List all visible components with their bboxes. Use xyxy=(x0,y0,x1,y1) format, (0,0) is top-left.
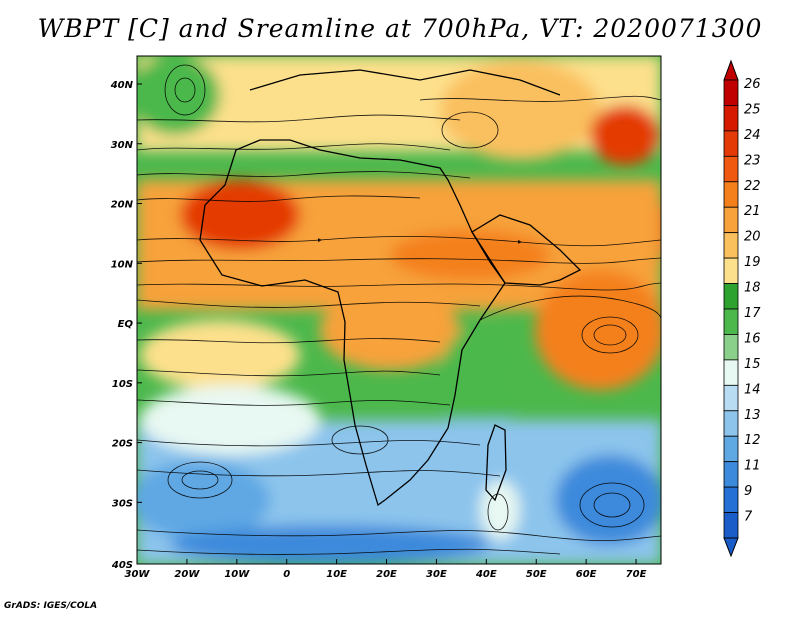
lon-tick-label: 10E xyxy=(326,569,347,580)
colorbar-swatch xyxy=(723,130,739,157)
grads-credit: GrADS: IGES/COLA xyxy=(4,601,98,611)
madagascar-coastline xyxy=(485,424,507,502)
lon-tick-label: 30W xyxy=(125,569,151,580)
lon-tick-label: 10W xyxy=(224,569,250,580)
colorbar-label: 16 xyxy=(744,331,761,346)
map-title: WBPT [C] and Sreamline at 700hPa, VT: 20… xyxy=(37,14,763,43)
colorbar-swatch xyxy=(723,384,739,412)
colorbar-label: 26 xyxy=(744,77,761,92)
temperature-field xyxy=(137,56,661,564)
colorbar-swatch xyxy=(723,486,739,513)
lon-tick-label: 60E xyxy=(576,569,597,580)
region-east-africa-orange xyxy=(390,230,550,280)
colorbar-label: 20 xyxy=(744,230,761,245)
colorbar-label: 18 xyxy=(744,281,761,296)
colorbar-swatch xyxy=(723,105,739,132)
region-west-africa-red xyxy=(180,180,300,250)
europe-coastline xyxy=(249,69,561,96)
region-indian-ocean-orange xyxy=(535,270,661,390)
lon-tick-label: 20W xyxy=(174,569,200,580)
lon-tick-label: 30E xyxy=(426,569,447,580)
lat-tick-label: 40S xyxy=(111,560,133,571)
colorbar-swatch xyxy=(723,308,739,335)
region-south-atlantic-yellow xyxy=(140,320,300,390)
region-middle-east-orange xyxy=(440,60,600,160)
colorbar-swatch xyxy=(723,79,739,106)
region-south-atlantic-pale xyxy=(140,385,320,455)
lat-tick-label: 30S xyxy=(112,498,133,509)
plot-frame xyxy=(136,55,662,565)
colorbar-label: 7 xyxy=(744,510,753,525)
colorbar-swatch xyxy=(723,512,739,539)
africa-coastline xyxy=(199,139,506,507)
lon-tick-label: 50E xyxy=(526,569,547,580)
colorbar-label: 11 xyxy=(744,459,761,474)
colorbar-label: 15 xyxy=(744,357,761,372)
colorbar-top-arrow xyxy=(723,59,739,81)
region-east-coast-green xyxy=(440,325,520,435)
lon-tick-label: 0 xyxy=(283,569,290,580)
lat-tick-label: EQ xyxy=(118,319,134,330)
colorbar-swatch xyxy=(723,257,739,284)
lat-tick-label: 10S xyxy=(112,379,133,390)
lon-tick-label: 40E xyxy=(475,569,497,580)
colorbar-swatch xyxy=(723,155,739,183)
colorbar-label: 23 xyxy=(744,153,761,168)
colorbar-label: 9 xyxy=(744,484,752,499)
colorbar-swatch xyxy=(723,181,739,208)
colorbar-swatch xyxy=(723,206,739,234)
colorbar-swatch xyxy=(723,461,739,488)
colorbar-swatch xyxy=(723,334,739,361)
colorbar-swatch xyxy=(723,232,739,259)
region-northwest-green xyxy=(137,56,220,135)
colorbar-label: 22 xyxy=(744,179,761,194)
lon-tick-label: 70E xyxy=(626,569,647,580)
colorbar-swatch xyxy=(723,435,739,463)
longitude-ticks: 30W 20W 10W 0 10E 20E 30E 40E 50E 60E 70E xyxy=(125,559,647,580)
colorbar-label: 19 xyxy=(744,255,761,270)
lat-tick-label: 20N xyxy=(111,200,134,211)
lat-tick-label: 10N xyxy=(111,259,134,270)
lat-tick-label: 30N xyxy=(111,140,134,151)
colorbar-label: 17 xyxy=(744,306,761,321)
latitude-ticks: 40N 30N 20N 10N EQ 10S 20S 30S 40S xyxy=(110,80,142,571)
colorbar-label: 25 xyxy=(744,102,761,117)
colorbar: 26 25 24 23 22 21 20 19 18 17 16 15 14 13 12 11 9 7 xyxy=(723,59,761,558)
region-arabian-peak xyxy=(590,105,660,165)
region-south-indian-cyclone xyxy=(555,455,661,545)
arabia-coastline xyxy=(471,214,582,286)
coastlines xyxy=(199,69,582,507)
lat-tick-label: 40N xyxy=(110,80,134,91)
colorbar-label: 24 xyxy=(744,128,761,143)
colorbar-label: 14 xyxy=(744,382,761,397)
colorbar-bottom-arrow xyxy=(723,537,739,558)
region-south-atlantic-cyclone xyxy=(137,460,270,540)
lon-tick-label: 20E xyxy=(376,569,397,580)
colorbar-swatch xyxy=(723,410,739,437)
region-central-africa-orange xyxy=(320,290,460,370)
lat-tick-label: 20S xyxy=(112,439,133,450)
colorbar-swatch xyxy=(723,359,739,386)
streamlines xyxy=(137,64,661,555)
colorbar-label: 13 xyxy=(744,408,761,423)
colorbar-label: 21 xyxy=(744,204,761,219)
colorbar-label: 12 xyxy=(744,433,761,448)
colorbar-swatch xyxy=(723,283,739,310)
